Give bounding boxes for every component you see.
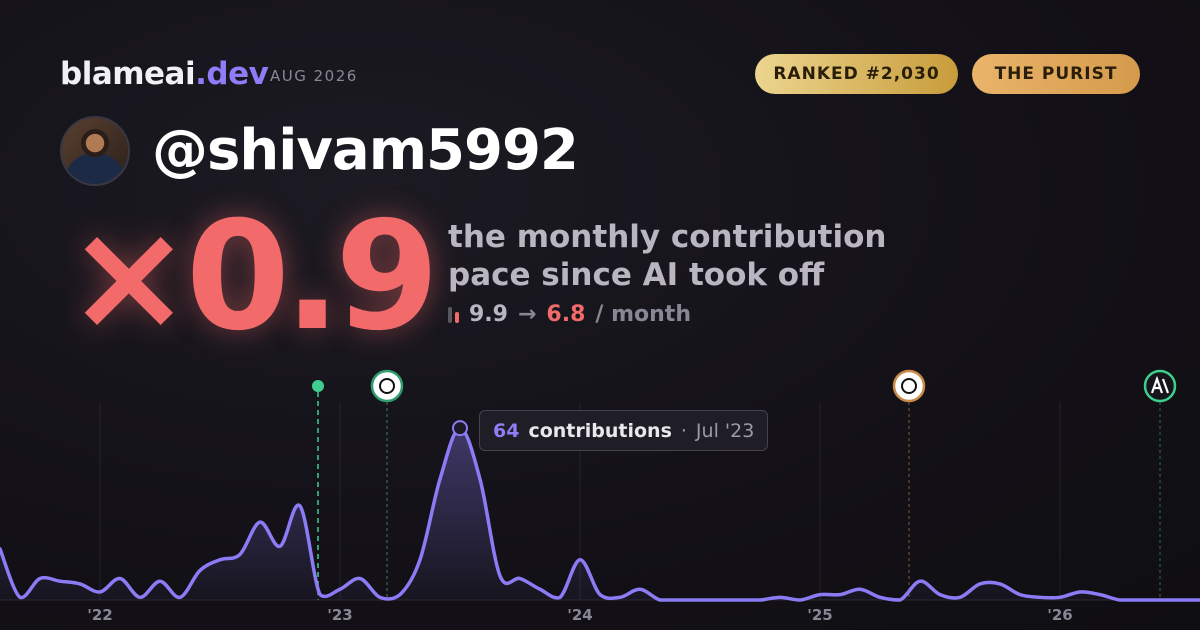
description-line: pace since AI took off: [448, 257, 825, 293]
event-icon: [892, 369, 926, 403]
multiplier: ×0.9: [66, 190, 439, 364]
event-icon: [370, 369, 404, 403]
type-badge: THE PURIST: [972, 54, 1140, 94]
brand-tld: .dev: [195, 56, 269, 92]
tooltip-separator: ·: [680, 419, 687, 442]
line: [0, 426, 1200, 602]
pace: 9.9 → 6.8 / month: [448, 302, 691, 327]
period: AUG 2026: [270, 67, 358, 85]
peak-marker: [452, 420, 468, 437]
event-icon-glyph: [379, 378, 395, 394]
avatar: [60, 116, 130, 186]
x-tick-label: '23: [327, 606, 352, 624]
event-icon-glyph: [1150, 375, 1170, 394]
x-tick-label: '22: [87, 606, 112, 624]
tooltip-value: 64: [493, 419, 520, 442]
description-line: the monthly contribution: [448, 219, 887, 255]
rank-badge: RANKED #2,030: [755, 54, 958, 94]
x-tick-label: '26: [1047, 606, 1072, 624]
pace-after: 6.8: [546, 302, 586, 327]
pace-unit: / month: [595, 302, 691, 327]
pace-before: 9.9: [469, 302, 508, 327]
area: [0, 428, 1200, 600]
event-icon-glyph: [901, 378, 917, 394]
pace-arrow: →: [517, 302, 537, 327]
pace-icon: [448, 306, 459, 323]
handle: @shivam5992: [152, 118, 579, 183]
tooltip: 64 contributions · Jul '23: [479, 410, 769, 451]
events: [312, 369, 1177, 600]
event-dot: [312, 380, 324, 392]
description: the monthly contribution pace since AI t…: [448, 218, 886, 294]
brand-name: blameai: [60, 56, 196, 92]
tooltip-unit: contributions: [528, 419, 672, 442]
brand: blameai.dev: [60, 56, 269, 92]
x-tick-label: '24: [567, 606, 592, 624]
x-tick-label: '25: [807, 606, 832, 624]
tooltip-date: Jul '23: [695, 419, 755, 442]
